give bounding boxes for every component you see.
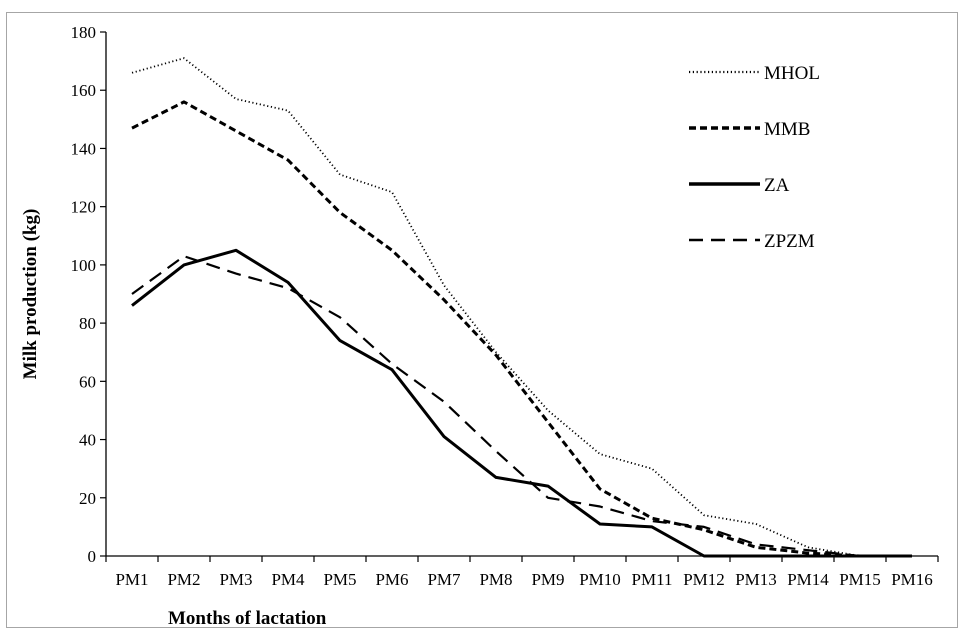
legend-label-mmb: MMB — [764, 119, 810, 140]
y-tick-label: 180 — [71, 23, 97, 42]
x-tick-label: PM10 — [579, 570, 621, 589]
x-tick-label: PM7 — [427, 570, 461, 589]
x-tick-label: PM6 — [375, 570, 408, 589]
x-tick-label: PM3 — [219, 570, 252, 589]
y-tick-label: 40 — [79, 431, 96, 450]
y-tick-label: 100 — [71, 256, 97, 275]
legend-label-zpzm: ZPZM — [764, 231, 815, 252]
axes — [105, 32, 938, 557]
legend-label-za: ZA — [764, 175, 790, 196]
x-tick-label: PM4 — [271, 570, 305, 589]
y-axis-title: Milk production (kg) — [20, 209, 41, 380]
chart-frame — [6, 12, 958, 628]
legend-label-mhol: MHOL — [764, 63, 820, 84]
x-tick-label: PM5 — [323, 570, 356, 589]
series-line-za — [131, 248, 912, 558]
x-tick-label: PM16 — [891, 570, 933, 589]
x-tick-label: PM13 — [735, 570, 777, 589]
y-tick-label: 80 — [79, 314, 96, 333]
x-tick-label: PM1 — [115, 570, 148, 589]
series-line-mmb — [131, 100, 912, 558]
x-tick-label: PM9 — [531, 570, 564, 589]
y-tick-label: 140 — [71, 139, 97, 158]
y-tick-label: 0 — [88, 547, 97, 566]
y-tick-label: 160 — [71, 81, 97, 100]
y-tick-label: 120 — [71, 198, 97, 217]
x-ticks: PM1 PM2 PM3 PM4 PM5 PM6 PM7 PM8 PM9 PM10 PM11 PM12 P… — [105, 556, 939, 589]
legend: MHOL MMB ZA ZPZM — [689, 63, 820, 252]
series-lines — [131, 57, 912, 558]
x-tick-label: PM12 — [683, 570, 725, 589]
y-tick-label: 20 — [79, 489, 96, 508]
x-axis-title: Months of lactation — [168, 608, 327, 629]
x-tick-label: PM14 — [787, 570, 829, 589]
x-tick-label: PM8 — [479, 570, 512, 589]
x-tick-label: PM15 — [839, 570, 881, 589]
y-ticks: 0 20 40 60 80 100 120 140 160 180 — [71, 23, 106, 566]
y-tick-label: 60 — [79, 372, 96, 391]
x-tick-label: PM2 — [167, 570, 200, 589]
series-line-zpzm — [131, 255, 912, 558]
x-tick-label: PM11 — [632, 570, 673, 589]
